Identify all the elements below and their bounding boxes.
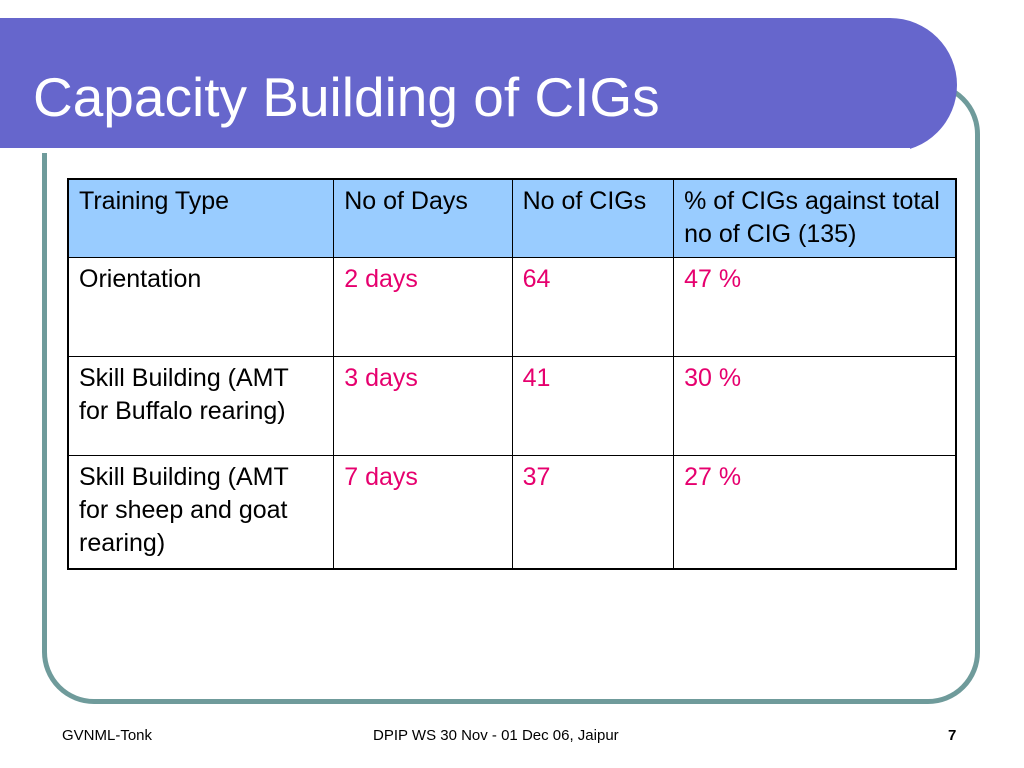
header-training-type: Training Type	[67, 178, 335, 258]
slide-title: Capacity Building of CIGs	[33, 66, 660, 128]
cell-training-type: Orientation	[67, 257, 335, 357]
title-underline	[0, 148, 910, 153]
header-no-of-days: No of Days	[333, 178, 513, 258]
table-row: Skill Building (AMT for Buffalo rearing)…	[67, 356, 957, 456]
cell-cigs: 37	[511, 455, 675, 570]
cell-days: 3 days	[333, 356, 513, 456]
title-banner: Capacity Building of CIGs	[0, 18, 957, 153]
table-header-row: Training Type No of Days No of CIGs % of…	[67, 178, 957, 258]
cell-percent: 30 %	[673, 356, 957, 456]
cell-percent: 27 %	[673, 455, 957, 570]
header-no-of-cigs: No of CIGs	[511, 178, 675, 258]
table-row: Skill Building (AMT for sheep and goat r…	[67, 455, 957, 570]
cell-days: 2 days	[333, 257, 513, 357]
cell-percent: 47 %	[673, 257, 957, 357]
cell-cigs: 41	[511, 356, 675, 456]
cell-cigs: 64	[511, 257, 675, 357]
page-number: 7	[948, 727, 957, 744]
cell-training-type: Skill Building (AMT for Buffalo rearing)	[67, 356, 335, 456]
capacity-table: Training Type No of Days No of CIGs % of…	[67, 178, 957, 570]
table-row: Orientation 2 days 64 47 %	[67, 257, 957, 357]
footer-organization: GVNML-Tonk	[62, 727, 153, 744]
cell-days: 7 days	[333, 455, 513, 570]
footer-event: DPIP WS 30 Nov - 01 Dec 06, Jaipur	[373, 727, 619, 744]
header-percent-cigs: % of CIGs against total no of CIG (135)	[673, 178, 957, 258]
cell-training-type: Skill Building (AMT for sheep and goat r…	[67, 455, 335, 570]
